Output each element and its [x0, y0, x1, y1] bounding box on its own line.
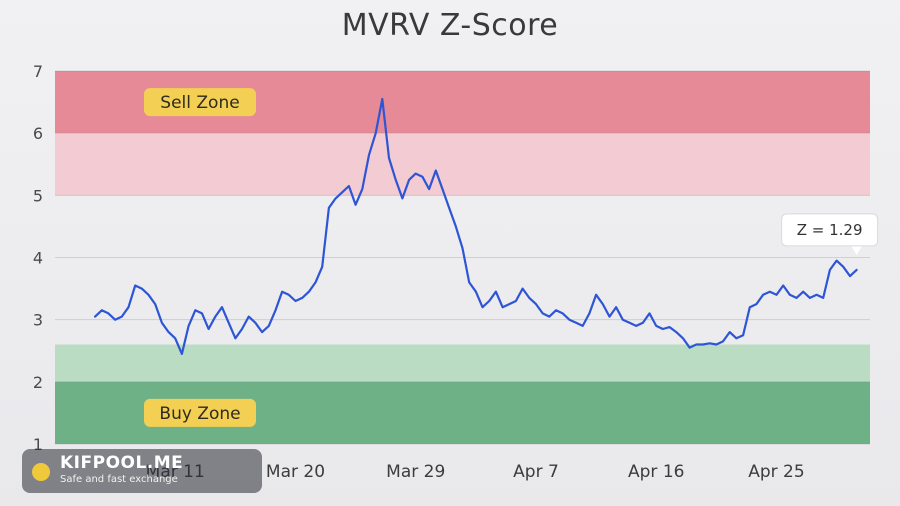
x-tick-label-1: Mar 20 — [266, 462, 325, 482]
zone-label-badge-3 — [144, 398, 256, 427]
zone-labels-layer: Sell Zone Buy Zone — [144, 88, 256, 427]
y-axis-ticks: 1 2 3 4 5 6 7 — [33, 62, 43, 454]
zone-band-1 — [55, 133, 870, 196]
zone-label-3: Buy Zone — [159, 404, 240, 424]
y-tick-label-7: 7 — [33, 62, 43, 81]
brand-badge: KIFPOOL.ME Safe and fast exchange — [22, 449, 262, 493]
y-tick-label-5: 5 — [33, 186, 43, 205]
x-tick-label-4: Apr 16 — [628, 462, 684, 482]
zone-label-0: Sell Zone — [160, 93, 239, 113]
grid-layer — [55, 70, 870, 445]
zone-label-badge-0 — [144, 88, 256, 117]
callout-text: Z = 1.29 — [797, 221, 863, 239]
y-tick-label-2: 2 — [33, 373, 43, 392]
dot-icon — [32, 463, 50, 481]
x-tick-label-2: Mar 29 — [386, 462, 445, 482]
x-tick-label-5: Apr 25 — [748, 462, 804, 482]
y-tick-label-6: 6 — [33, 124, 43, 143]
series-layer — [93, 97, 858, 355]
chart-title: MVRV Z-Score — [341, 8, 559, 43]
y-tick-label-3: 3 — [33, 311, 43, 330]
zone-band-2 — [55, 344, 870, 382]
y-tick-label-1: 1 — [33, 435, 43, 454]
brand-tagline: Safe and fast exchange — [60, 474, 178, 485]
y-tick-label-4: 4 — [33, 249, 43, 268]
callout-pointer — [850, 244, 863, 255]
annotation-layer: Z = 1.29 — [781, 213, 879, 255]
callout-box — [781, 213, 879, 247]
brand-name: KIFPOOL.ME — [60, 453, 184, 473]
x-tick-label-3: Apr 7 — [513, 462, 559, 482]
series-line-0 — [93, 97, 858, 355]
